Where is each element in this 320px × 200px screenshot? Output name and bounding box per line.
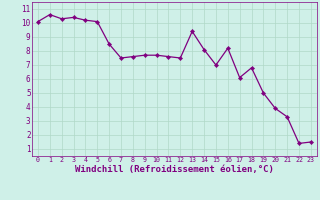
X-axis label: Windchill (Refroidissement éolien,°C): Windchill (Refroidissement éolien,°C) [75, 165, 274, 174]
